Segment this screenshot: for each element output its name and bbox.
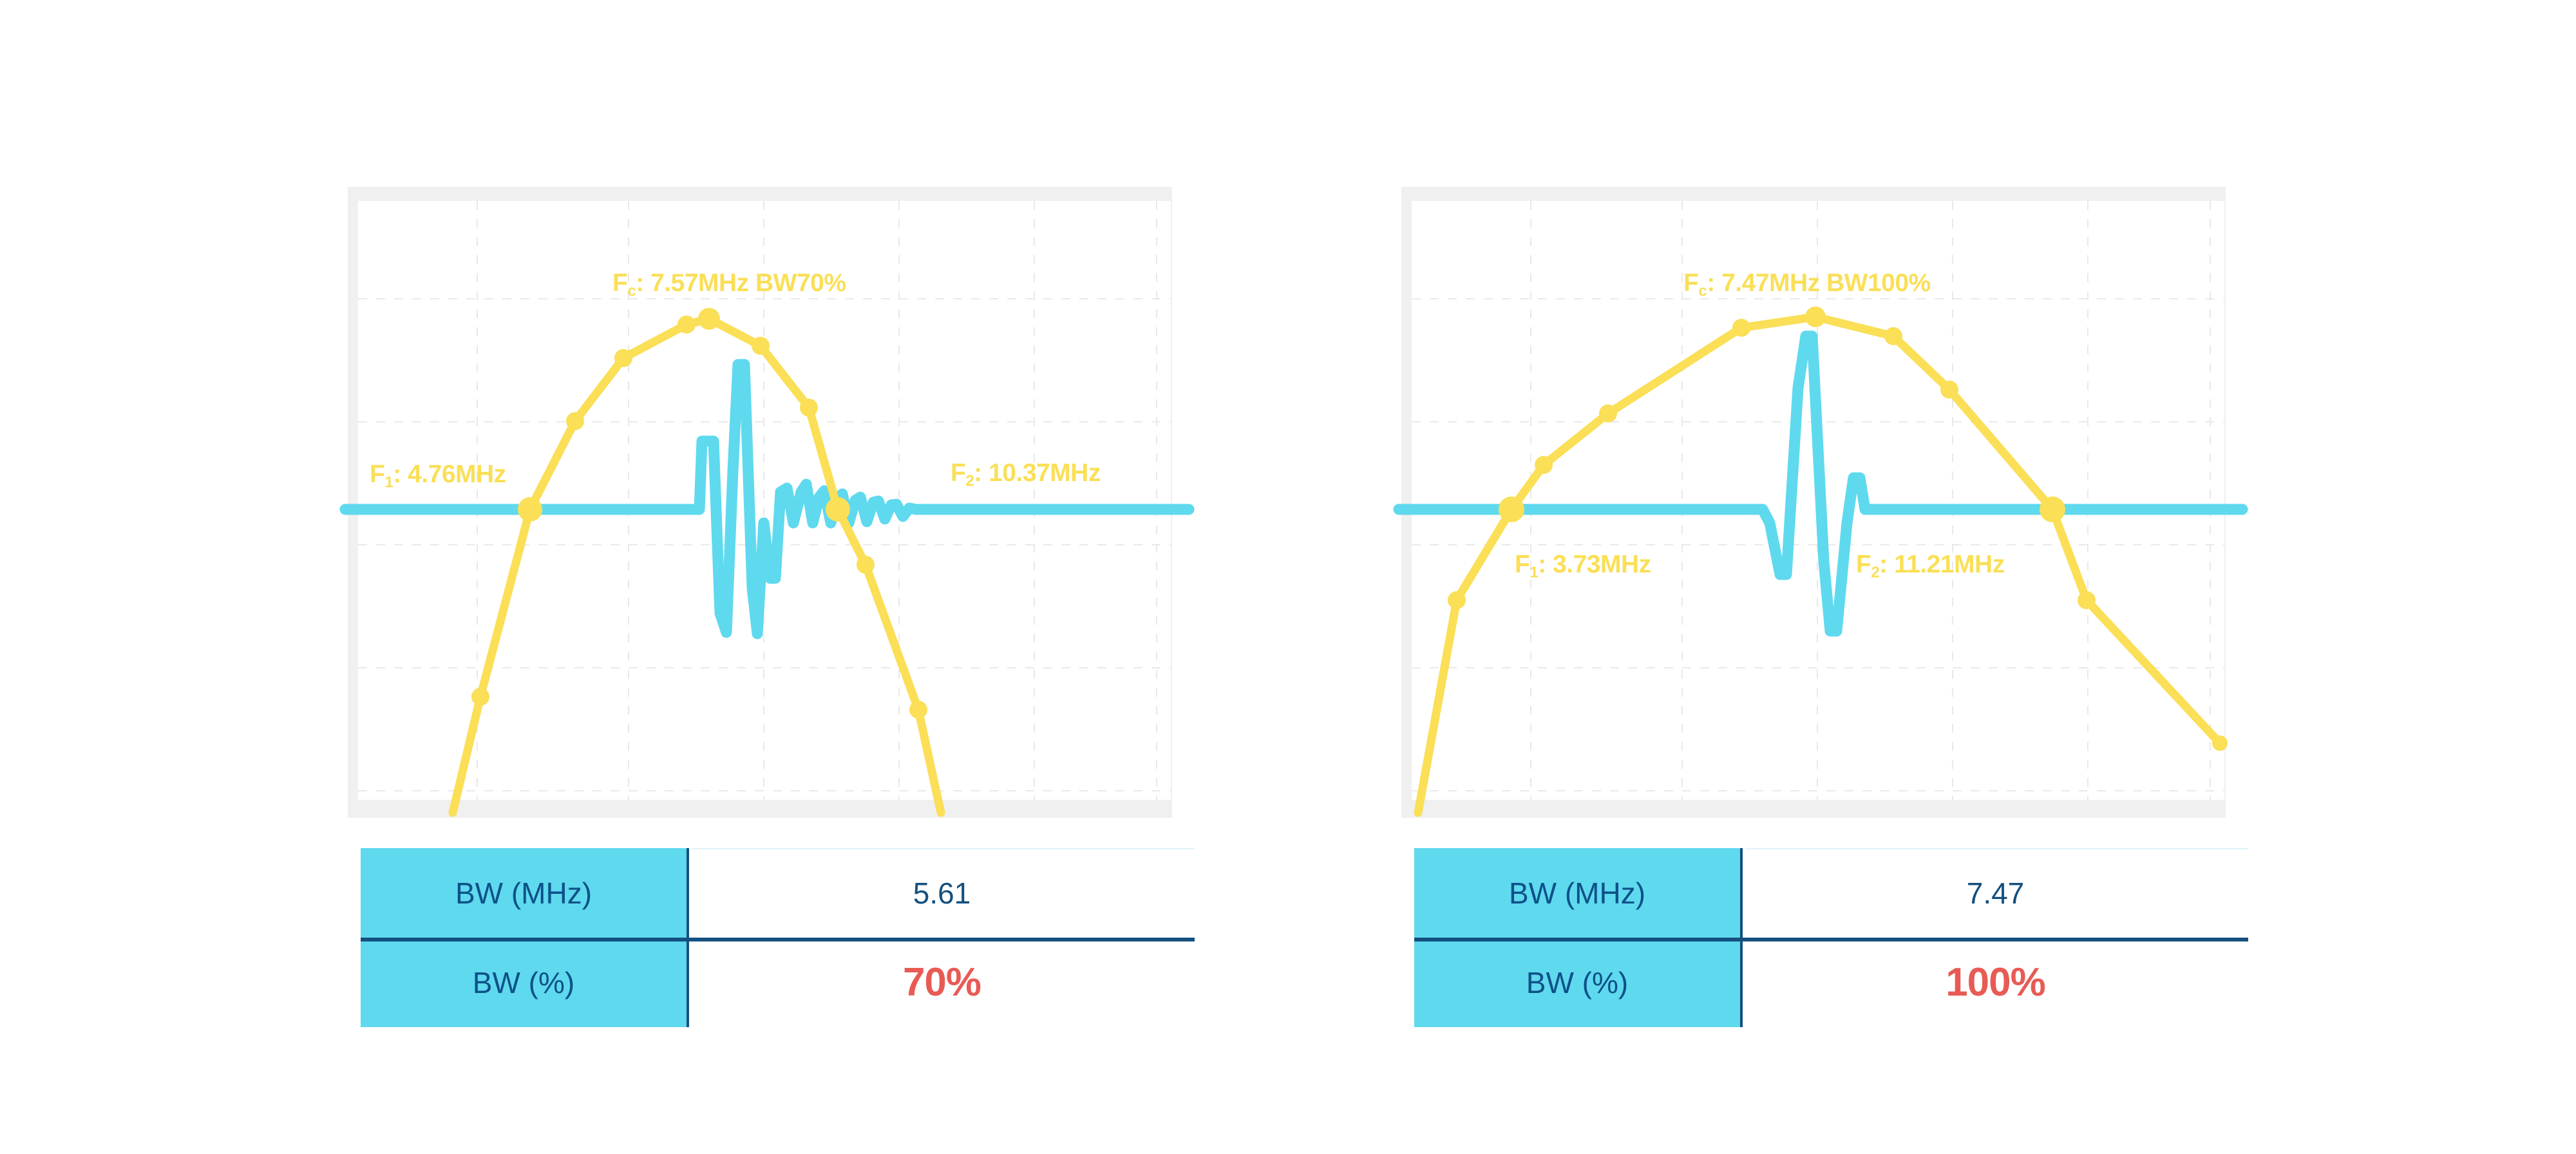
spectrum-curve-right bbox=[1414, 307, 2228, 817]
spectrum-markers-left bbox=[471, 308, 927, 719]
row-value-bw-percent: 100% bbox=[1946, 960, 2046, 1005]
annotation-fc-left: Fc: 7.57MHz BW70% bbox=[612, 270, 846, 299]
f2-text: : 10.37MHz bbox=[974, 459, 1101, 487]
row-value-bw-percent: 70% bbox=[902, 960, 981, 1005]
f1-symbol: F bbox=[1515, 551, 1530, 578]
f1-subscript: 1 bbox=[1530, 563, 1539, 582]
f2-symbol: F bbox=[1856, 551, 1871, 578]
panel-left: Fc: 7.57MHz BW70% F1: 4.76MHz F2: 10.37M… bbox=[339, 187, 1195, 1027]
table-top-rule-left bbox=[692, 848, 1195, 849]
fc-text: : 7.57MHz BW70% bbox=[636, 269, 846, 297]
panel-right: Fc: 7.47MHz BW100% F1: 3.73MHz F2: 11.21… bbox=[1393, 187, 2248, 1027]
fc-subscript: c bbox=[627, 282, 636, 300]
f2-subscript: 2 bbox=[965, 472, 974, 490]
f1-text: : 4.76MHz bbox=[393, 460, 506, 488]
row-label-bw-percent: BW (%) bbox=[361, 938, 689, 1027]
table-top-rule-right bbox=[1745, 848, 2248, 849]
f1-symbol: F bbox=[370, 460, 385, 488]
echo-waveform-right bbox=[1393, 330, 2248, 637]
chart-plot-left: Fc: 7.57MHz BW70% F1: 4.76MHz F2: 10.37M… bbox=[339, 201, 1195, 817]
spectrum-curve-left bbox=[448, 308, 945, 817]
chart-plot-right: Fc: 7.47MHz BW100% F1: 3.73MHz F2: 11.21… bbox=[1393, 201, 2248, 817]
annotation-f1-right: F1: 3.73MHz bbox=[1515, 552, 1651, 581]
fc-text: : 7.47MHz BW100% bbox=[1707, 269, 1931, 297]
spectrum-markers-right bbox=[1448, 307, 2228, 751]
row-value-bw-mhz: 5.61 bbox=[913, 876, 971, 910]
chart-svg-left bbox=[339, 201, 1195, 817]
table-row-bw-percent-left: BW (%) 70% bbox=[361, 938, 1195, 1027]
bw-table-right: BW (MHz) 7.47 BW (%) 100% bbox=[1414, 848, 2248, 1027]
bw-table-left: BW (MHz) 5.61 BW (%) 70% bbox=[361, 848, 1195, 1027]
chart-frame-left: Fc: 7.57MHz BW70% F1: 4.76MHz F2: 10.37M… bbox=[339, 187, 1195, 818]
f2-text: : 11.21MHz bbox=[1879, 551, 2005, 578]
chart-frame-right: Fc: 7.47MHz BW100% F1: 3.73MHz F2: 11.21… bbox=[1393, 187, 2248, 818]
annotation-fc-right: Fc: 7.47MHz BW100% bbox=[1683, 270, 1931, 299]
chart-svg-right bbox=[1393, 201, 2248, 817]
table-row-bw-mhz-right: BW (MHz) 7.47 bbox=[1414, 848, 2248, 938]
annotation-f1-left: F1: 4.76MHz bbox=[370, 462, 506, 491]
fc-symbol: F bbox=[1683, 269, 1699, 297]
fc-symbol: F bbox=[612, 269, 628, 297]
row-label-bw-percent: BW (%) bbox=[1414, 938, 1743, 1027]
row-value-bw-mhz: 7.47 bbox=[1966, 876, 2025, 910]
f1-subscript: 1 bbox=[384, 473, 393, 491]
echo-waveform-left bbox=[339, 359, 1195, 639]
row-label-bw-mhz: BW (MHz) bbox=[1414, 848, 1743, 938]
table-mid-rule-left bbox=[361, 938, 1195, 941]
row-label-bw-mhz: BW (MHz) bbox=[361, 848, 689, 938]
table-row-bw-mhz-left: BW (MHz) 5.61 bbox=[361, 848, 1195, 938]
table-mid-rule-right bbox=[1414, 938, 2248, 941]
fc-subscript: c bbox=[1698, 282, 1707, 300]
table-row-bw-percent-right: BW (%) 100% bbox=[1414, 938, 2248, 1027]
annotation-f2-right: F2: 11.21MHz bbox=[1856, 552, 2005, 581]
annotation-f2-left: F2: 10.37MHz bbox=[951, 460, 1101, 489]
f2-subscript: 2 bbox=[1871, 563, 1880, 582]
f2-symbol: F bbox=[951, 459, 966, 487]
f1-text: : 3.73MHz bbox=[1538, 551, 1651, 578]
